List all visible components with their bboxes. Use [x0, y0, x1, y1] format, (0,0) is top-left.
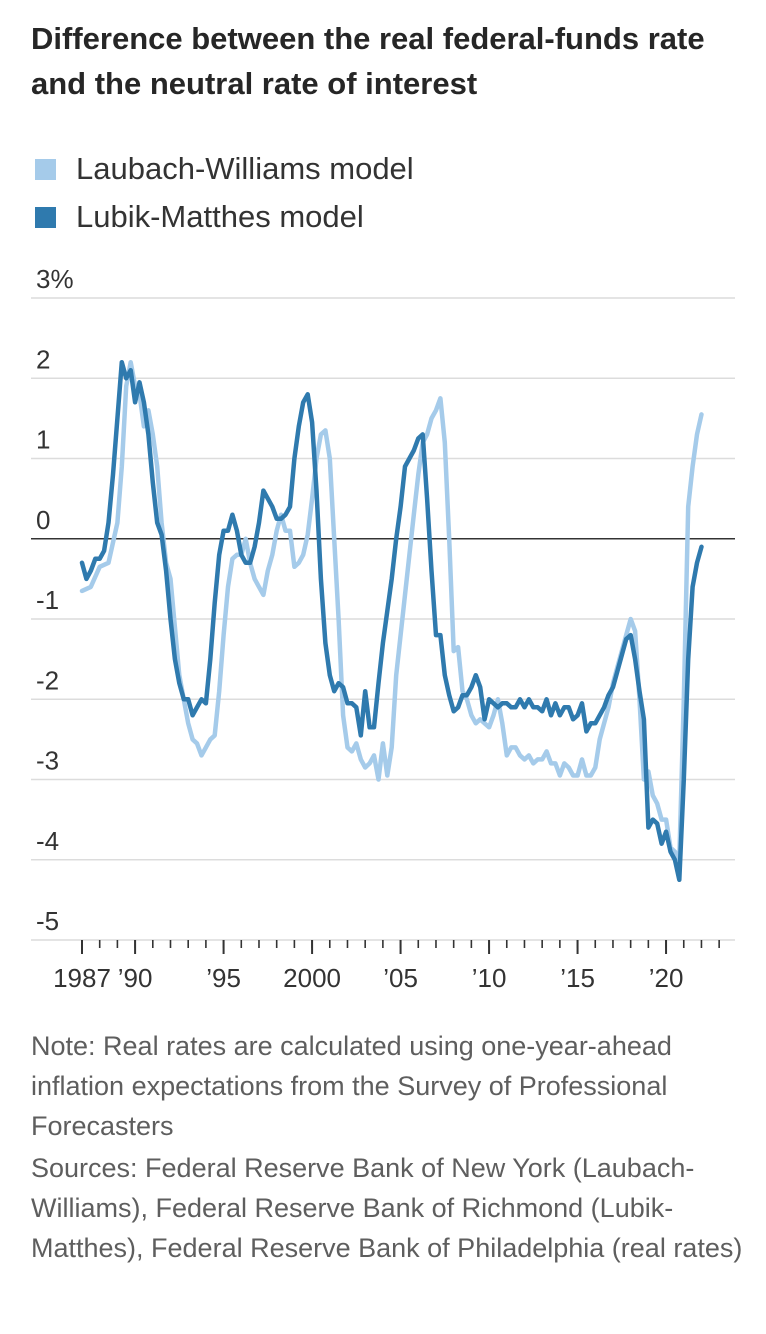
series-line-lubik-matthes [79, 359, 704, 883]
x-tick-label: ’95 [206, 963, 241, 993]
legend-swatch-lubik-matthes [35, 206, 56, 228]
x-tick-label: ’90 [118, 963, 153, 993]
y-tick-label: -1 [36, 585, 59, 615]
legend-label-lubik-matthes: Lubik-Matthes model [76, 199, 364, 234]
y-tick-label: 0 [36, 505, 50, 535]
y-tick-label: -2 [36, 665, 59, 695]
x-tick-label: ’05 [383, 963, 418, 993]
x-tick-label: 1987 [53, 963, 111, 993]
legend-item-lubik-matthes: Lubik-Matthes model [35, 193, 414, 241]
y-tick-label: -5 [36, 906, 59, 936]
x-tick-label: ’20 [649, 963, 684, 993]
series-line-laubach-williams [79, 359, 704, 863]
y-tick-label: 1 [36, 425, 50, 455]
y-tick-label: -4 [36, 826, 59, 856]
x-tick-label: 2000 [283, 963, 341, 993]
legend-swatch-laubach-williams [35, 158, 56, 180]
x-tick-label: ’15 [560, 963, 595, 993]
legend-item-laubach-williams: Laubach-Williams model [35, 145, 414, 193]
line-chart: 3% 2 1 0 -1 -2 -3 -4 -5 1987’90 ’95 2000 ’05 ’10 ’15 ’2… [31, 264, 735, 993]
chart-title: Difference between the real federal-fund… [31, 21, 705, 101]
y-tick-label: 2 [36, 344, 50, 374]
chart-legend: Laubach-Williams model Lubik-Matthes mod… [35, 145, 414, 241]
y-tick-label: -3 [36, 746, 59, 776]
legend-label-laubach-williams: Laubach-Williams model [76, 151, 414, 186]
chart-sources: Sources: Federal Reserve Bank of New Yor… [31, 1153, 743, 1263]
x-tick-label: ’10 [472, 963, 507, 993]
chart-note: Note: Real rates are calculated using on… [31, 1031, 672, 1141]
y-tick-label: 3% [36, 264, 74, 294]
